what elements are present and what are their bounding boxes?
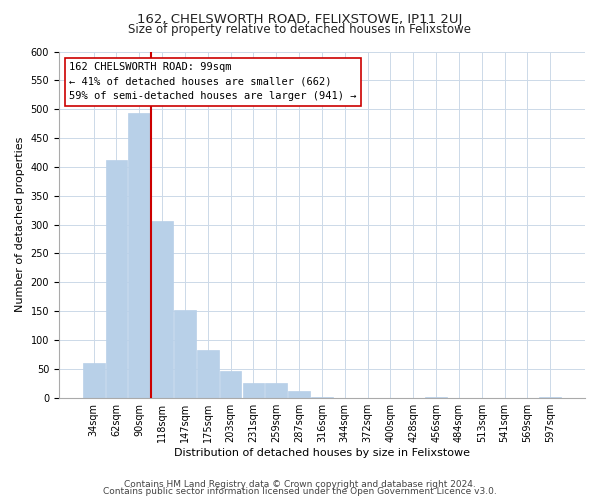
Bar <box>197 350 218 398</box>
X-axis label: Distribution of detached houses by size in Felixstowe: Distribution of detached houses by size … <box>174 448 470 458</box>
Bar <box>151 220 173 398</box>
Bar <box>128 113 150 398</box>
Text: Size of property relative to detached houses in Felixstowe: Size of property relative to detached ho… <box>128 24 472 36</box>
Y-axis label: Number of detached properties: Number of detached properties <box>15 137 25 312</box>
Text: Contains public sector information licensed under the Open Government Licence v3: Contains public sector information licen… <box>103 488 497 496</box>
Bar <box>539 396 561 398</box>
Bar <box>220 371 241 398</box>
Bar <box>288 392 310 398</box>
Bar <box>242 382 265 398</box>
Bar <box>311 397 333 398</box>
Text: 162, CHELSWORTH ROAD, FELIXSTOWE, IP11 2UJ: 162, CHELSWORTH ROAD, FELIXSTOWE, IP11 2… <box>137 12 463 26</box>
Bar <box>83 363 104 398</box>
Bar <box>106 160 127 398</box>
Bar <box>425 396 447 398</box>
Bar <box>265 382 287 398</box>
Text: Contains HM Land Registry data © Crown copyright and database right 2024.: Contains HM Land Registry data © Crown c… <box>124 480 476 489</box>
Bar <box>174 310 196 398</box>
Text: 162 CHELSWORTH ROAD: 99sqm
← 41% of detached houses are smaller (662)
59% of sem: 162 CHELSWORTH ROAD: 99sqm ← 41% of deta… <box>70 62 357 102</box>
